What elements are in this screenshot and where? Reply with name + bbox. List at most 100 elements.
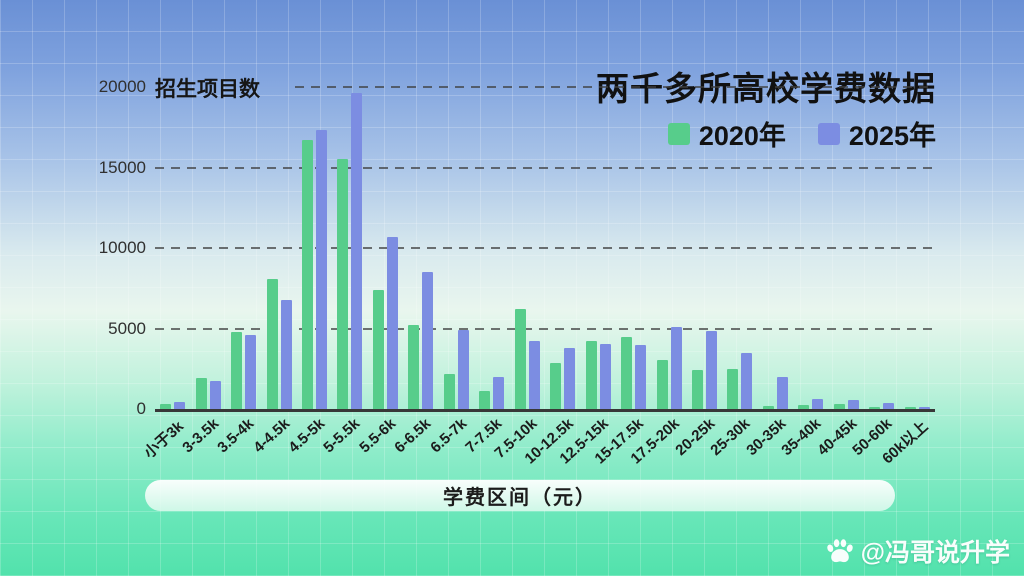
bar-group-5.5-6k <box>368 87 403 409</box>
bar-2025年-7.5-10k <box>528 341 540 409</box>
bar-2025年-5.5-6k <box>386 236 398 409</box>
legend-swatch-2020 <box>667 122 690 145</box>
bar-group-17.5-20k <box>651 87 686 409</box>
bar-2025年-10-12.5k <box>564 347 576 409</box>
bars-container <box>155 87 935 409</box>
bar-2020年-5-5.5k <box>337 159 349 409</box>
x-tick-label: 3-3.5k <box>178 415 222 457</box>
bar-2020年-6.5-7k <box>443 373 455 409</box>
bar-2020年-15-17.5k <box>621 337 633 409</box>
bar-2025年-4.5-5k <box>316 130 328 409</box>
bar-group-3-3.5k <box>190 87 225 409</box>
x-tick-label: 5-5.5k <box>320 415 364 457</box>
x-tick-label: 35-40k <box>778 415 825 460</box>
bar-2025年-40-45k <box>847 400 859 409</box>
bar-group-12.5-15k <box>580 87 615 409</box>
bar-2020年-30-35k <box>762 405 774 409</box>
bar-2020年-小于3k <box>160 404 172 409</box>
x-tick-label: 30-35k <box>743 415 790 460</box>
legend-item-2020: 2020年 <box>667 114 786 153</box>
baidu-paw-icon <box>826 539 853 563</box>
bar-group-7-7.5k <box>474 87 509 409</box>
bar-2020年-5.5-6k <box>372 289 384 409</box>
bar-group-20-25k <box>687 87 722 409</box>
bar-2025年-15-17.5k <box>635 344 647 409</box>
bar-group-6.5-7k <box>439 87 474 409</box>
bar-group-4-4.5k <box>261 87 296 409</box>
watermark-text: @冯哥说升学 <box>860 539 1010 567</box>
bar-group-6-6.5k <box>403 87 438 409</box>
bar-2025年-25-30k <box>741 352 753 409</box>
x-tick-label: 小于3k <box>141 417 188 462</box>
gridline-15000 <box>155 166 935 169</box>
bar-2025年-6.5-7k <box>457 330 469 409</box>
x-tick-label: 6.5-7k <box>427 415 471 457</box>
watermark: @冯哥说升学 <box>825 533 1010 569</box>
legend-label-2020: 2020年 <box>698 121 786 151</box>
bar-2020年-35-40k <box>798 404 810 409</box>
bar-2025年-7-7.5k <box>493 376 505 409</box>
bar-group-5-5.5k <box>332 87 367 409</box>
bar-2025年-60k以上 <box>918 406 930 409</box>
bar-2025年-5-5.5k <box>351 93 363 409</box>
bar-2025年-50-60k <box>883 402 895 409</box>
gridline-10000 <box>155 247 935 249</box>
gridline-20000 <box>295 86 935 88</box>
bar-2020年-60k以上 <box>904 407 916 409</box>
x-tick-label: 6-6.5k <box>391 415 435 457</box>
bar-2020年-7.5-10k <box>514 309 526 409</box>
bar-2020年-4-4.5k <box>266 278 278 409</box>
bar-2025年-17.5-20k <box>670 326 682 409</box>
bar-2025年-3-3.5k <box>209 380 221 409</box>
legend-item-2025: 2025年 <box>817 114 936 153</box>
bar-2020年-40-45k <box>833 404 845 409</box>
x-axis-title-pill: 学费区间（元） <box>145 480 895 511</box>
bar-group-35-40k <box>793 87 828 409</box>
plot-area <box>155 86 935 412</box>
gridline-5000 <box>155 327 935 330</box>
bar-2025年-4-4.5k <box>280 299 292 409</box>
bar-2020年-25-30k <box>727 368 739 409</box>
x-tick-label: 3.5-4k <box>214 415 258 457</box>
y-axis-title: 招生项目数 <box>155 78 260 101</box>
legend: 2020年 2025年 <box>667 114 936 153</box>
bar-group-3.5-4k <box>226 87 261 409</box>
legend-label-2025: 2025年 <box>848 121 936 151</box>
bar-2025年-20-25k <box>706 330 718 409</box>
x-tick-label: 4-4.5k <box>249 415 293 457</box>
bar-group-60k以上 <box>900 87 935 409</box>
x-tick-label: 4.5-5k <box>285 415 329 457</box>
y-tick-label: 15000 <box>98 157 146 177</box>
bar-group-4.5-5k <box>297 87 332 409</box>
legend-swatch-2025 <box>817 122 840 145</box>
bar-2025年-3.5-4k <box>245 334 257 409</box>
bar-group-7.5-10k <box>510 87 545 409</box>
chart-title: 两千多所高校学费数据 <box>596 70 936 107</box>
bar-2020年-4.5-5k <box>302 140 314 409</box>
x-tick-label: 5.5-6k <box>356 415 400 457</box>
x-tick-label: 20-25k <box>672 415 719 460</box>
bar-2020年-20-25k <box>692 370 704 409</box>
bar-group-15-17.5k <box>616 87 651 409</box>
x-tick-label: 25-30k <box>707 415 754 460</box>
bar-2020年-3.5-4k <box>231 331 243 409</box>
bar-2025年-小于3k <box>174 401 186 409</box>
x-tick-label: 40-45k <box>813 415 861 460</box>
bar-group-10-12.5k <box>545 87 580 409</box>
bar-2025年-35-40k <box>812 398 824 409</box>
bar-2025年-30-35k <box>776 376 788 409</box>
bar-2020年-3-3.5k <box>195 378 207 409</box>
x-axis-title: 学费区间（元） <box>443 487 597 509</box>
y-tick-label: 5000 <box>108 318 146 338</box>
y-tick-label: 20000 <box>98 77 146 96</box>
bar-group-30-35k <box>758 87 793 409</box>
bar-2020年-7-7.5k <box>479 390 491 409</box>
bar-2020年-50-60k <box>869 406 881 409</box>
y-tick-label: 10000 <box>98 238 146 257</box>
bar-group-小于3k <box>155 87 190 409</box>
bar-2025年-6-6.5k <box>422 272 434 409</box>
bar-2020年-12.5-15k <box>585 341 597 409</box>
y-tick-label: 0 <box>136 399 146 418</box>
bar-group-50-60k <box>864 87 899 409</box>
